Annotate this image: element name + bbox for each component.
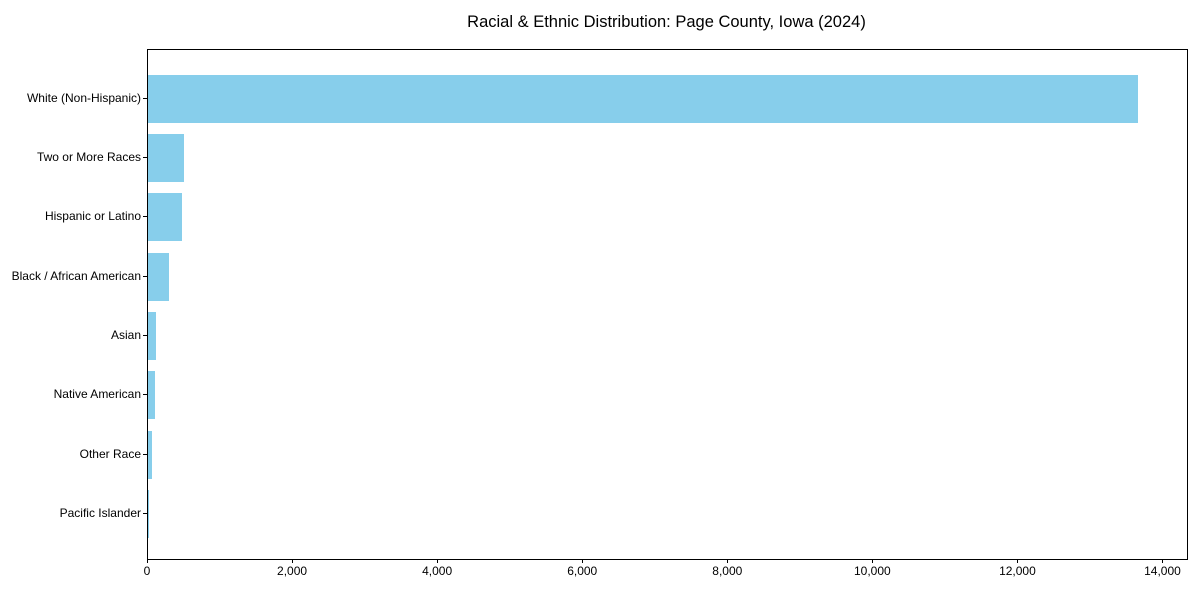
bar [148,252,169,301]
x-axis-tick-label: 4,000 [422,564,453,578]
y-axis-tick [143,334,147,336]
y-axis-tick [143,394,147,396]
y-axis-category-label: White (Non-Hispanic) [26,90,141,105]
y-axis-tick [143,453,147,455]
bar [148,133,184,182]
y-axis-category-label: Other Race [79,446,141,461]
y-axis-tick [143,513,147,515]
x-axis-tick [1017,559,1019,563]
y-axis-tick [143,216,147,218]
bar [148,193,183,242]
x-axis-tick-label: 2,000 [277,564,308,578]
plot-area [147,49,1188,560]
chart-title: Racial & Ethnic Distribution: Page Count… [467,13,866,31]
x-axis-tick-label: 6,000 [567,564,598,578]
y-axis-tick [143,275,147,277]
bar [148,371,155,420]
bar [148,430,152,479]
y-axis-category-label: Two or More Races [36,149,141,164]
y-axis-category-label: Native American [53,387,141,402]
x-axis-tick [147,559,148,563]
x-axis-tick-label: 10,000 [853,564,891,578]
x-axis-tick [437,559,439,563]
y-axis-category-label: Pacific Islander [59,506,141,521]
x-axis-tick-label: 0 [143,564,151,578]
x-axis-tick-label: 12,000 [999,564,1036,578]
y-axis-tick [143,156,147,158]
y-axis-tick [143,97,147,99]
x-axis-tick [582,559,584,563]
x-axis-tick [872,559,874,563]
bar [148,311,156,360]
x-axis-tick [727,559,729,563]
x-axis-tick [1162,559,1164,563]
bar [148,74,1138,123]
x-axis-tick-label: 14,000 [1144,564,1181,578]
y-axis-category-label: Black / African American [11,268,141,283]
x-axis-tick [292,559,294,563]
x-axis-tick-label: 8,000 [712,564,743,578]
y-axis-category-label: Asian [110,327,141,342]
y-axis-category-label: Hispanic or Latino [44,209,141,224]
